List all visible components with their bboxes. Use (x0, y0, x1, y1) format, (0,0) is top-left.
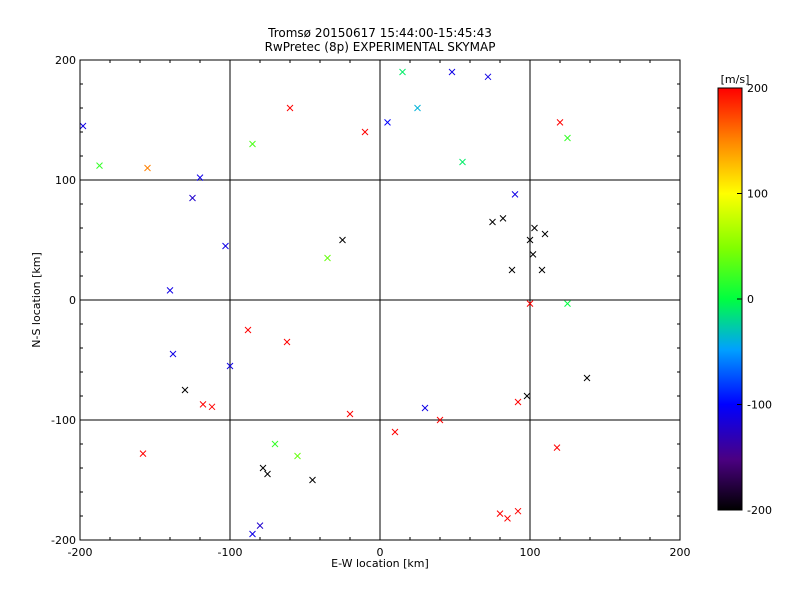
chart-subtitle: RwPretec (8p) EXPERIMENTAL SKYMAP (265, 40, 496, 54)
colorbar-tick-label: 100 (747, 188, 768, 201)
scatter-point (271, 440, 279, 448)
scatter-point (489, 218, 496, 226)
scatter-point (391, 428, 399, 436)
scatter-point (399, 68, 406, 76)
scatter-point (196, 174, 204, 181)
scatter-point (504, 515, 511, 522)
x-tick-label: 200 (670, 546, 691, 559)
scatter-point (324, 254, 331, 262)
y-tick-label: 0 (69, 294, 76, 307)
scatter-point (181, 386, 189, 394)
colorbar-ticks: 200 100 0 -100 -200 (737, 82, 772, 517)
scatter-point (541, 230, 549, 238)
scatter-point (222, 242, 229, 250)
scatter-point (286, 104, 294, 112)
scatter-point (459, 158, 466, 166)
x-tick-label: -200 (68, 546, 93, 559)
scatter-point (339, 236, 346, 244)
scatter-point (256, 522, 264, 529)
scatter-point (264, 470, 271, 478)
axes: -200 -100 0 100 200 -200 -100 0 100 200 (51, 54, 690, 559)
x-tick-label: -100 (218, 546, 243, 559)
y-tick-label: -200 (51, 534, 76, 547)
scatter-point (226, 362, 234, 370)
x-axis-label: E-W location [km] (331, 557, 429, 570)
scatter-point (208, 403, 216, 411)
scatter-point (139, 450, 147, 457)
scatter-point (523, 392, 531, 400)
scatter-point (414, 104, 421, 112)
scatter-point (244, 326, 252, 334)
scatter-point (80, 122, 87, 130)
scatter-point (508, 266, 516, 274)
scatter-point (556, 119, 564, 126)
scatter-point (529, 251, 537, 258)
scatter-point (199, 401, 207, 408)
scatter-point (283, 338, 291, 346)
colorbar-tick-label: -200 (747, 504, 772, 517)
scatter-point (144, 164, 151, 172)
scatter-point (484, 73, 492, 81)
y-axis-label: N-S location [km] (30, 252, 43, 348)
scatter-point (499, 215, 507, 222)
colorbar-tick-label: 200 (747, 82, 768, 95)
y-tick-label: 200 (55, 54, 76, 67)
scatter-point (189, 194, 196, 202)
scatter-point (448, 68, 456, 76)
scatter-point (436, 416, 444, 424)
scatter-point (249, 530, 256, 538)
scatter-point (259, 464, 267, 472)
colorbar-tick-label: 0 (747, 293, 754, 306)
scatter-point (346, 410, 354, 418)
colorbar-tick-label: -100 (747, 399, 772, 412)
scatter-point (309, 476, 316, 484)
y-tick-label: 100 (55, 174, 76, 187)
scatter-point (553, 444, 561, 451)
scatter-point (294, 452, 301, 460)
scatter-point (249, 140, 256, 148)
colorbar-label: [m/s] (721, 73, 750, 86)
scatter-point (384, 119, 391, 126)
scatter-point (564, 134, 571, 142)
scatter-point (514, 398, 522, 406)
scatter-point (531, 224, 538, 232)
scatter-point (496, 510, 504, 517)
scatter-point (526, 300, 534, 307)
scatter-point (514, 507, 522, 515)
scatter-point (96, 162, 103, 169)
x-tick-label: 100 (520, 546, 541, 559)
chart-title: Tromsø 20150617 15:44:00-15:45:43 (267, 26, 492, 40)
scatter-point (583, 374, 591, 382)
scatter-point (361, 128, 369, 136)
scatter-point (511, 191, 519, 198)
scatter-point (526, 236, 534, 244)
y-tick-label: -100 (51, 414, 76, 427)
x-tick-label: 0 (377, 546, 384, 559)
scatter-point (169, 350, 177, 358)
data-points (80, 68, 591, 538)
scatter-point (538, 266, 546, 274)
scatter-point (564, 300, 571, 307)
scatter-point (166, 287, 174, 294)
grid-lines (80, 60, 680, 540)
scatter-point (421, 404, 429, 412)
